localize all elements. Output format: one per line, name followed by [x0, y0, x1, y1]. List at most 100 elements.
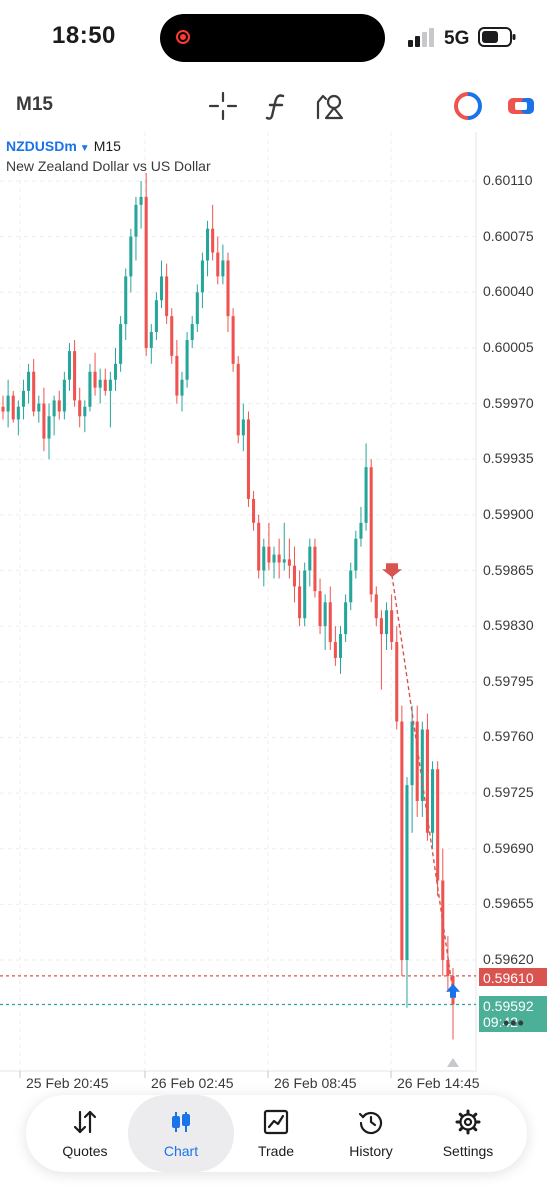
bottom-navigation: Quotes Chart Trade History: [26, 1095, 527, 1172]
bar-countdown: 09:42: [483, 1014, 519, 1030]
candle-bullish: [359, 522, 363, 539]
candle-bullish: [6, 395, 10, 412]
candle-bearish: [175, 355, 179, 396]
price-chart[interactable]: [0, 132, 553, 1087]
time-axis-tick: 26 Feb 14:45: [397, 1075, 480, 1091]
candle-bearish: [395, 642, 399, 722]
trade-icon: [263, 1109, 289, 1135]
candle-bearish: [252, 498, 256, 523]
price-axis-tick: 0.59795: [483, 672, 534, 689]
candle-bullish: [262, 546, 266, 571]
candle-bullish: [134, 204, 138, 237]
candle-bullish: [200, 260, 204, 293]
candle-bearish: [103, 379, 107, 391]
current-time-marker-icon: [447, 1058, 459, 1067]
buy-marker-icon: [446, 983, 460, 998]
candle-bullish: [37, 403, 41, 412]
candle-bearish: [333, 642, 337, 658]
candle-bearish: [1, 406, 5, 412]
chevron-down-icon[interactable]: ▼: [79, 143, 90, 154]
timeframe-button[interactable]: M15: [16, 94, 53, 115]
crosshair-icon[interactable]: [207, 90, 239, 122]
candle-bullish: [282, 559, 286, 563]
candle-bullish: [159, 276, 164, 301]
candle-bullish: [221, 260, 225, 277]
candle-bearish: [436, 769, 440, 881]
candle-bearish: [165, 276, 169, 317]
price-axis-tick: 0.59830: [483, 617, 534, 634]
candle-bearish: [231, 316, 235, 364]
candle-bullish: [67, 351, 72, 380]
chart-icon: [172, 1112, 190, 1132]
nav-label: History: [349, 1143, 393, 1159]
nav-trade[interactable]: Trade: [226, 1095, 326, 1172]
candle-bullish: [384, 610, 389, 635]
candle-bearish: [425, 729, 429, 833]
candle-bearish: [246, 419, 250, 499]
price-axis-tick: 0.59655: [483, 895, 534, 912]
status-time: 18:50: [52, 22, 116, 49]
candle-bearish: [57, 400, 61, 412]
more-options-icon[interactable]: •••: [503, 1013, 525, 1033]
candle-bearish: [42, 403, 46, 439]
battery-icon: [478, 27, 516, 47]
candle-bullish: [21, 390, 25, 407]
candle-bullish: [338, 634, 343, 658]
candle-bullish: [405, 785, 409, 960]
candle-bullish: [47, 416, 51, 439]
candle-bullish: [308, 546, 312, 571]
candle-bullish: [272, 554, 276, 563]
candle-bearish: [287, 559, 291, 566]
price-axis-tick: 0.59865: [483, 561, 534, 578]
ask-price-badge: 0.59610: [479, 968, 547, 986]
candle-bearish: [216, 252, 220, 277]
candle-bullish: [154, 300, 158, 333]
candle-bearish: [390, 610, 394, 643]
nav-label: Chart: [163, 1143, 199, 1159]
candle-bearish: [313, 546, 317, 592]
chart-symbol[interactable]: NZDUSDm: [6, 138, 77, 154]
trade-panel-icon[interactable]: [505, 90, 537, 122]
candle-bullish: [323, 602, 327, 627]
candle-bullish: [303, 570, 307, 619]
chart-symbol-header[interactable]: NZDUSDm ▼ M15: [6, 138, 121, 154]
dynamic-island: [160, 14, 385, 62]
candle-bearish: [144, 196, 148, 348]
price-axis-tick: 0.60040: [483, 283, 534, 300]
candle-bullish: [62, 379, 66, 412]
nav-label: Quotes: [62, 1143, 108, 1159]
recording-icon: [176, 30, 190, 44]
price-axis-tick: 0.59935: [483, 450, 534, 467]
candle-bearish: [32, 371, 36, 412]
nav-history[interactable]: History: [321, 1095, 421, 1172]
candle-bullish: [431, 769, 435, 833]
candle-bullish: [349, 570, 353, 603]
candle-bullish: [113, 363, 118, 380]
price-axis-tick: 0.59970: [483, 394, 534, 411]
candle-bullish: [119, 324, 123, 364]
candle-bullish: [88, 371, 92, 407]
nav-quotes[interactable]: Quotes: [35, 1095, 135, 1172]
nav-settings[interactable]: Settings: [418, 1095, 518, 1172]
indicator-icon[interactable]: [261, 90, 293, 122]
candle-bearish: [236, 363, 240, 436]
one-click-trade-icon[interactable]: [452, 90, 484, 122]
cellular-signal-icon: [408, 28, 434, 47]
candle-bullish: [195, 292, 199, 325]
objects-icon[interactable]: [314, 90, 346, 122]
candle-bullish: [124, 276, 128, 325]
candle-bearish: [400, 721, 404, 960]
candle-bullish: [420, 729, 424, 802]
network-type: 5G: [444, 28, 470, 49]
candle-bullish: [410, 721, 414, 786]
candle-bearish: [446, 960, 450, 976]
candle-bullish: [129, 236, 133, 277]
candle-bullish: [241, 419, 245, 436]
history-icon: [358, 1111, 383, 1135]
candle-bearish: [170, 316, 174, 356]
candle-bearish: [73, 351, 77, 401]
price-axis-tick: 0.59690: [483, 839, 534, 856]
candle-bearish: [257, 522, 261, 571]
bid-price-badge: 0.59592 09:42: [479, 996, 547, 1032]
nav-chart[interactable]: Chart: [128, 1095, 234, 1172]
